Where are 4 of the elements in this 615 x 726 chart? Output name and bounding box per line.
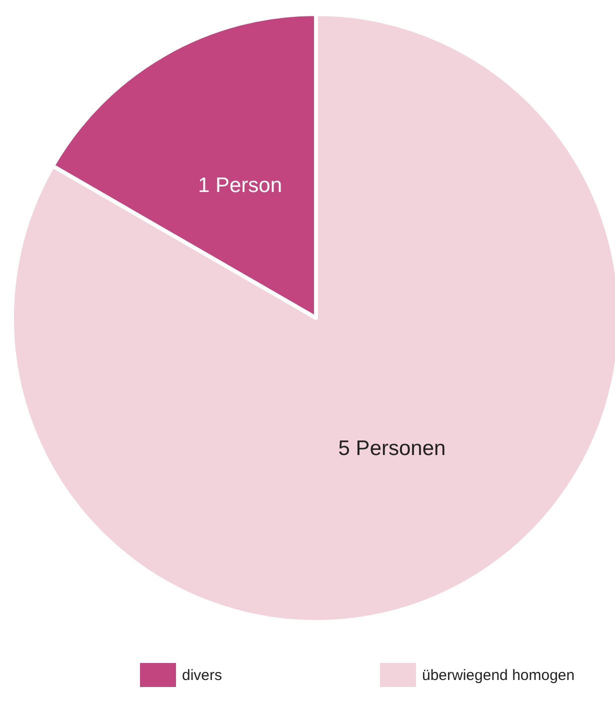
legend-label: divers [182, 667, 222, 684]
data-label: 5 Personen [338, 437, 446, 460]
slice-label: überwiegend homogen [422, 667, 575, 684]
data-label: 1 Person [198, 174, 282, 197]
